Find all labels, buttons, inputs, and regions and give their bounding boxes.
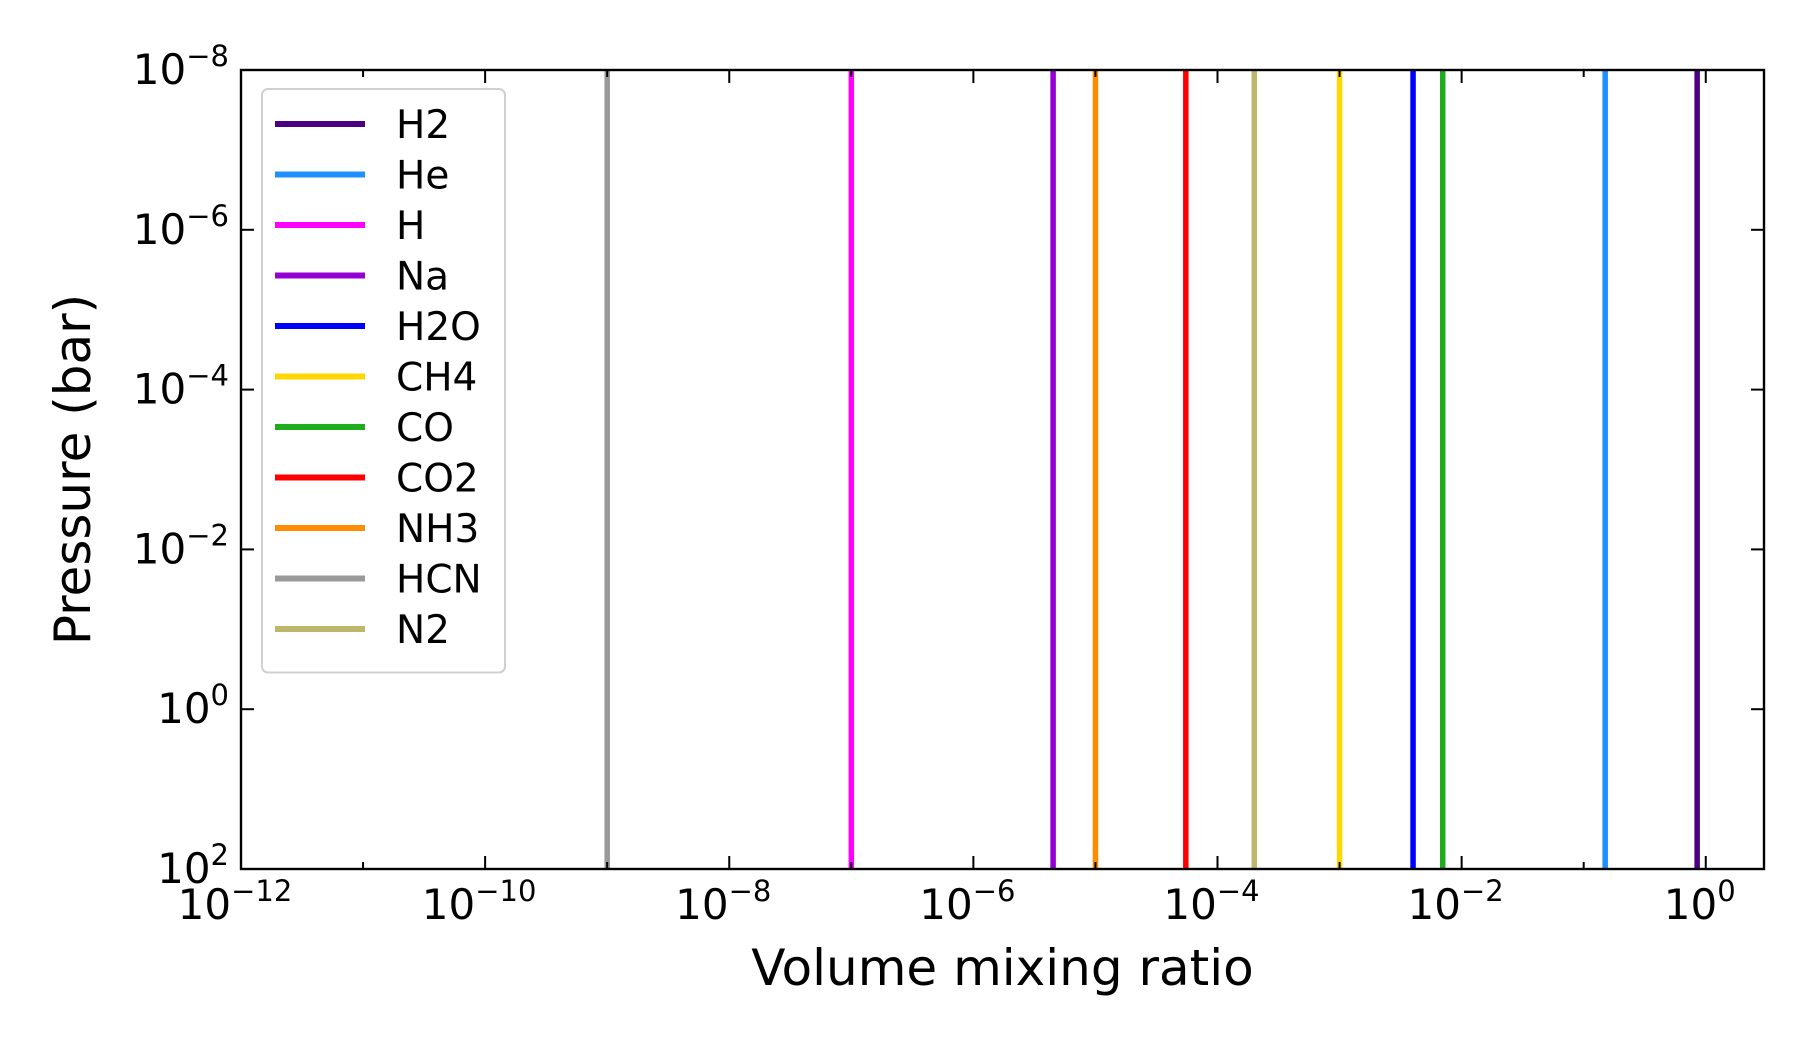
legend-label-h2: H2 bbox=[396, 103, 450, 148]
y-tick-label: 10−2 bbox=[133, 518, 229, 573]
x-tick-label: 10−8 bbox=[675, 874, 771, 929]
y-axis-label: Pressure (bar) bbox=[44, 294, 102, 645]
legend-label-co2: CO2 bbox=[396, 457, 479, 502]
y-tick-label: 100 bbox=[157, 678, 229, 733]
y-tick-label: 10−8 bbox=[133, 39, 229, 94]
x-tick-label: 10−4 bbox=[1163, 874, 1259, 929]
x-tick-label: 10−10 bbox=[422, 874, 537, 929]
y-tick-label: 10−4 bbox=[133, 359, 229, 414]
legend: H2 He H Na H2O CH4 CO CO2 NH3 HCN N2 bbox=[261, 88, 506, 674]
y-tick-label: 102 bbox=[157, 838, 229, 893]
legend-label-hcn: HCN bbox=[396, 558, 482, 603]
x-tick-label: 100 bbox=[1664, 874, 1736, 929]
x-tick-label: 10−12 bbox=[178, 874, 293, 929]
ticks-layer bbox=[240, 69, 1764, 870]
series-layer bbox=[604, 70, 1700, 869]
x-axis-label: Volume mixing ratio bbox=[751, 939, 1254, 997]
y-tick-labels: 10−8 10−6 10−4 10−2 100 102 bbox=[133, 39, 229, 893]
legend-label-h2o: H2O bbox=[396, 305, 481, 350]
legend-label-he: He bbox=[396, 154, 449, 199]
legend-label-ch4: CH4 bbox=[396, 356, 477, 401]
legend-label-n2: N2 bbox=[396, 608, 450, 653]
x-tick-labels: 10−12 10−10 10−8 10−6 10−4 10−2 100 bbox=[178, 874, 1736, 929]
legend-label-na: Na bbox=[396, 255, 449, 300]
legend-label-nh3: NH3 bbox=[396, 507, 479, 552]
x-tick-label: 10−6 bbox=[919, 874, 1015, 929]
plot-frame bbox=[239, 68, 1766, 871]
legend-label-co: CO bbox=[396, 406, 454, 451]
x-tick-label: 10−2 bbox=[1408, 874, 1504, 929]
legend-label-h: H bbox=[396, 204, 425, 249]
y-tick-label: 10−6 bbox=[133, 199, 229, 254]
